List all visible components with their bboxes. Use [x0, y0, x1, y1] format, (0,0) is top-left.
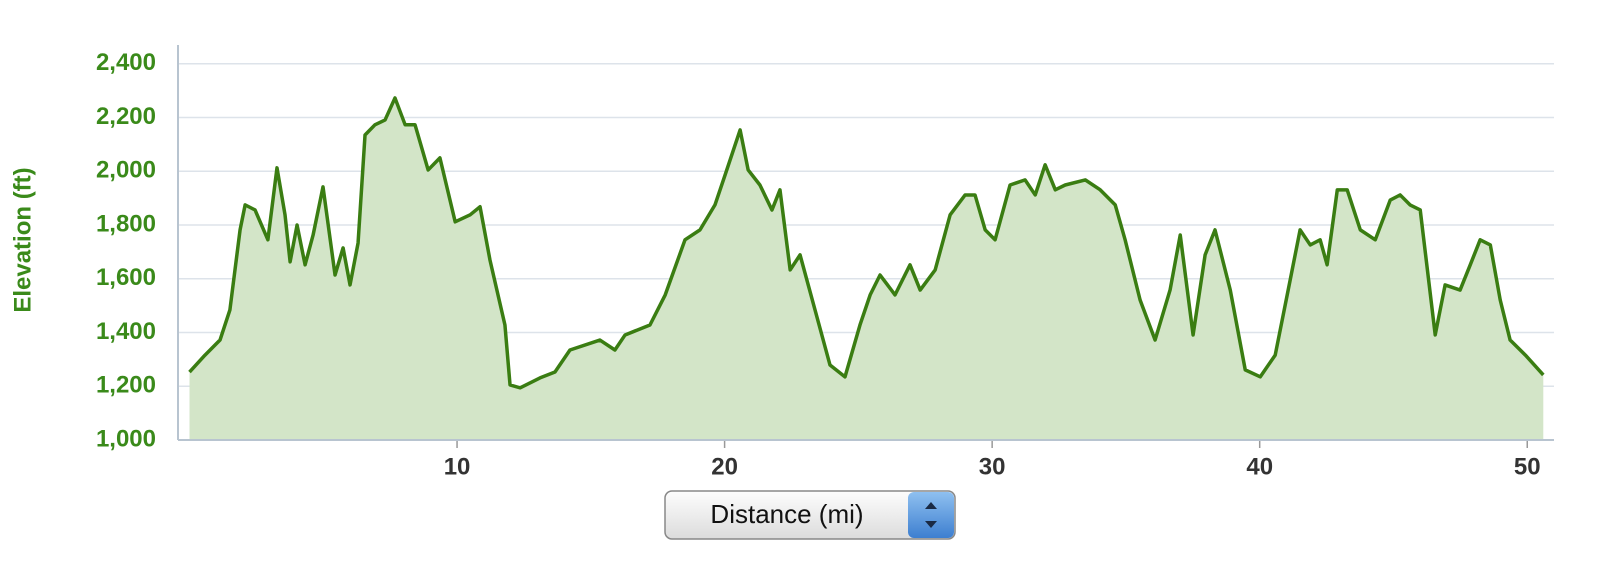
x-tick-label: 50	[1514, 453, 1541, 480]
dropdown-label[interactable]: Distance (mi)	[710, 499, 863, 529]
stepper-arrows	[925, 502, 937, 528]
dropdown-stepper[interactable]	[908, 492, 954, 538]
y-tick-label: 2,400	[96, 49, 156, 76]
y-tick-label: 2,000	[96, 157, 156, 184]
elevation-line	[188, 96, 1545, 390]
area-fill	[189, 97, 1544, 440]
x-tick-label: 20	[711, 453, 738, 480]
x-tick-label: 40	[1246, 453, 1273, 480]
y-axis-title: Elevation (ft)	[9, 167, 36, 312]
y-tick-label: 1,800	[96, 210, 156, 237]
y-tick-label: 1,600	[96, 264, 156, 291]
x-tick-label: 30	[979, 453, 1006, 480]
y-tick-label: 2,200	[96, 103, 156, 130]
x-tick-label: 10	[444, 453, 471, 480]
y-tick-label: 1,400	[96, 318, 156, 345]
y-tick-label: 1,200	[96, 372, 156, 399]
y-tick-label: 1,000	[96, 425, 156, 452]
x-axis-selector[interactable]: Distance (mi)	[664, 490, 956, 540]
dropdown-box[interactable]	[664, 490, 956, 540]
